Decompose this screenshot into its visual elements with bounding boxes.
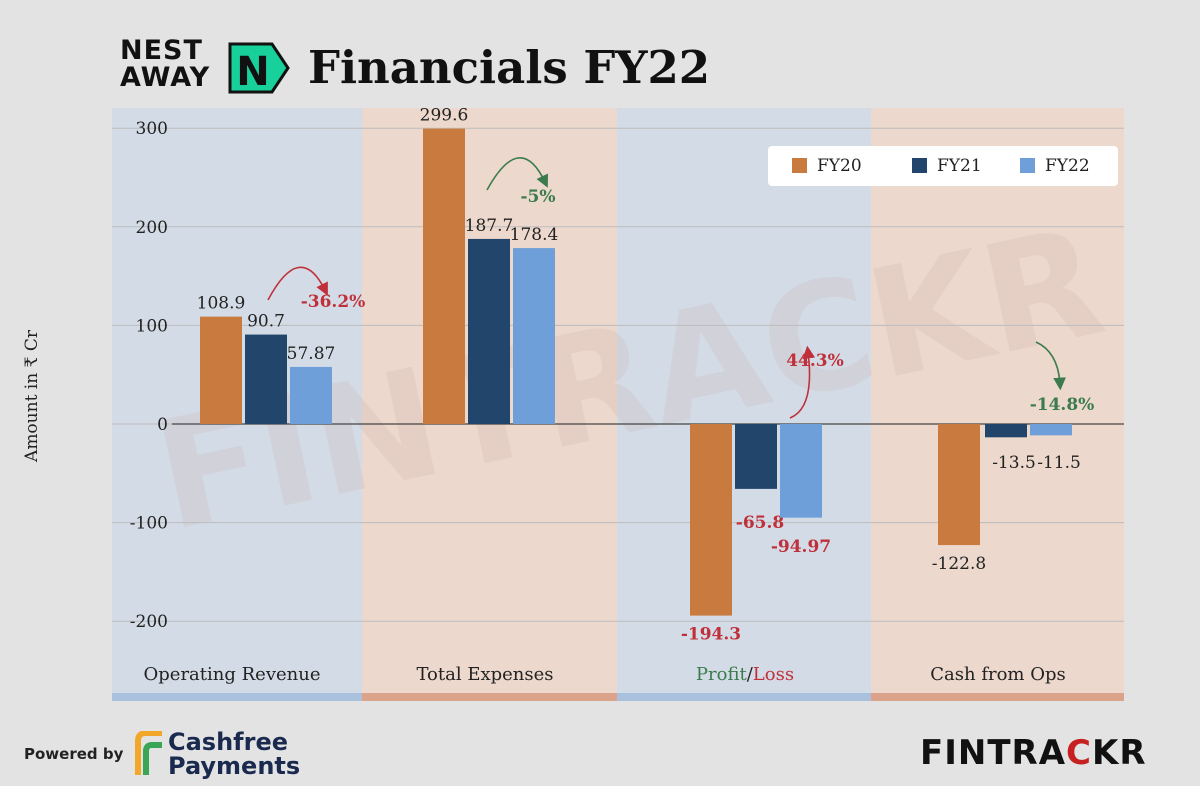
bar-fy22 [513, 248, 555, 424]
data-label: -65.8 [736, 513, 784, 533]
data-label: -122.8 [932, 554, 986, 574]
data-label: -13.5 [992, 453, 1036, 473]
change-arrow [486, 157, 548, 191]
cashfree-line-1: Cashfree [168, 728, 289, 756]
category-band-underline [112, 693, 362, 701]
bar-fy21 [245, 334, 287, 424]
logo-mark-letter: N [236, 49, 269, 94]
y-tick-label: 0 [157, 415, 168, 435]
change-arrow [1035, 341, 1066, 391]
data-label: 108.9 [197, 294, 246, 314]
data-label: -11.5 [1037, 453, 1081, 473]
data-label: -194.3 [681, 625, 741, 645]
powered-by-label: Powered by [24, 745, 124, 763]
change-arrow [267, 266, 328, 301]
bar-fy21 [468, 238, 510, 424]
logo-line-2: AWAY [120, 62, 211, 93]
change-annotation: -5% [520, 187, 555, 207]
cashfree-line-2: Payments [168, 752, 301, 780]
legend-label-fy22: FY22 [1045, 156, 1090, 176]
category-band-underline [362, 693, 617, 701]
bar-fy20 [200, 316, 242, 424]
legend-item-fy22: FY22 [1020, 156, 1090, 176]
data-label: 187.7 [465, 216, 514, 236]
logo-line-1: NEST [120, 35, 203, 66]
data-label: 57.87 [287, 344, 336, 364]
category-label-profit-loss: Profit/Loss [696, 664, 794, 685]
bar-fy21 [985, 424, 1027, 438]
category-band [617, 108, 871, 698]
logo-n-mark-icon: N [228, 42, 290, 94]
cashfree-wordmark: Cashfree Payments [168, 730, 300, 778]
category-label: Cash from Ops [930, 664, 1065, 685]
bar-fy21 [735, 424, 777, 489]
category-label: Operating Revenue [144, 664, 321, 685]
fintrackr-part-1: FIN [920, 733, 988, 773]
bar-fy22 [1030, 424, 1072, 436]
y-tick-label: 300 [136, 119, 168, 139]
legend-item-fy20: FY20 [792, 156, 862, 176]
change-annotation: 44.3% [786, 351, 844, 371]
change-annotation: -14.8% [1030, 395, 1095, 415]
y-tick-label: 200 [136, 218, 168, 238]
fintrackr-accent-letter: C [1066, 733, 1092, 773]
bar-fy22 [290, 366, 332, 424]
legend-swatch-fy20 [792, 158, 807, 173]
change-arrow [789, 345, 816, 419]
bar-fy20 [938, 424, 980, 546]
page-title: Financials FY22 [308, 41, 711, 94]
y-tick-label: -100 [130, 514, 168, 534]
data-label: 299.6 [420, 106, 469, 126]
data-label: -94.97 [771, 537, 831, 557]
legend-swatch-fy21 [912, 158, 927, 173]
fintrackr-part-2: TRA [987, 733, 1067, 773]
cashfree-logo-icon [135, 731, 162, 775]
legend-label-fy21: FY21 [937, 156, 982, 176]
y-tick-label: -200 [130, 612, 168, 632]
bar-fy22 [780, 424, 822, 518]
bar-fy20 [690, 424, 732, 616]
fintrackr-logo: FINTRACKR [920, 733, 1147, 773]
fintrackr-part-3: KR [1091, 733, 1147, 773]
category-label: Total Expenses [416, 664, 553, 685]
chart-legend: FY20 FY21 FY22 [768, 146, 1118, 186]
legend-swatch-fy22 [1020, 158, 1035, 173]
bar-fy20 [423, 128, 465, 424]
nestaway-logo: NEST AWAY N [120, 35, 295, 96]
y-tick-label: 100 [136, 316, 168, 336]
y-axis-label: Amount in ₹ Cr [22, 330, 42, 462]
category-band-underline [617, 693, 871, 701]
category-band [871, 108, 1124, 698]
legend-label-fy20: FY20 [817, 156, 862, 176]
data-label: 178.4 [510, 225, 559, 245]
change-annotation: -36.2% [301, 292, 366, 312]
data-label: 90.7 [247, 312, 285, 332]
category-band-underline [871, 693, 1124, 701]
legend-item-fy21: FY21 [912, 156, 982, 176]
